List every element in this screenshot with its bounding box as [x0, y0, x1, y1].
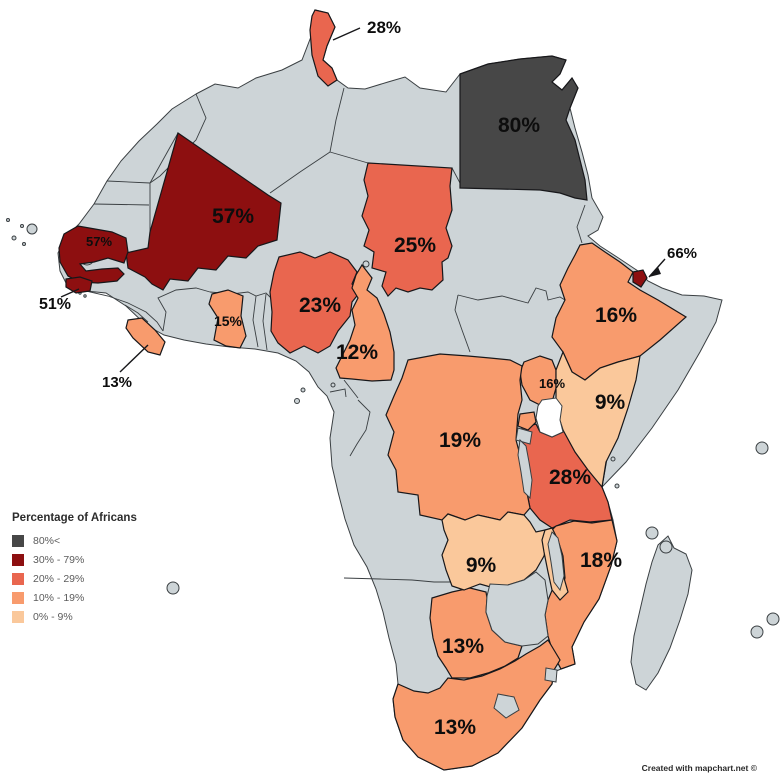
- legend-item-label: 30% - 79%: [33, 553, 85, 566]
- morocco-wsahara-border: [106, 180, 151, 184]
- sierra-leone-border: [124, 304, 149, 323]
- label-liberia: 13%: [102, 374, 132, 391]
- label-tunisia: 28%: [367, 18, 401, 37]
- legend-item-label: 80%<: [33, 534, 61, 547]
- cameroon-congo-border: [343, 379, 359, 399]
- comoros-island: [645, 526, 659, 540]
- country-nigeria[interactable]: [269, 251, 361, 354]
- leader-line-liberia: [119, 344, 149, 373]
- country-djibouti[interactable]: [632, 269, 648, 288]
- bioko-island: [330, 382, 336, 388]
- legend-item-label: 20% - 29%: [33, 572, 85, 585]
- leader-line-guinea-bissau: [60, 288, 80, 298]
- leader-arrow-djibouti: [649, 267, 661, 277]
- sao-tome-island: [300, 387, 306, 393]
- seychelles-island: [755, 441, 769, 455]
- wsahara-mauritania-border: [93, 203, 150, 206]
- legend-swatch-80: [12, 534, 24, 547]
- label-nigeria: 23%: [299, 294, 341, 317]
- algeria-niger-border: [269, 151, 331, 194]
- label-dr-congo: 19%: [439, 429, 481, 452]
- country-botswana[interactable]: [429, 587, 523, 679]
- country-ghana[interactable]: [208, 289, 247, 349]
- label-egypt: 80%: [498, 114, 540, 137]
- country-chad[interactable]: [361, 162, 453, 297]
- leader-lines: [60, 27, 666, 373]
- label-djibouti: 66%: [667, 245, 697, 262]
- st-helena-island: [166, 581, 180, 595]
- legend-swatch-20-29: [12, 572, 24, 585]
- label-botswana: 13%: [442, 635, 484, 658]
- country-rwanda[interactable]: [517, 411, 537, 431]
- label-senegal: 57%: [86, 234, 112, 249]
- label-uganda: 16%: [539, 376, 565, 391]
- mapchart-credit: Created with mapchart.net ©: [641, 763, 757, 773]
- algeria-libya-border: [329, 87, 345, 153]
- country-lesotho[interactable]: [493, 693, 520, 719]
- togo-benin-border: [262, 293, 268, 351]
- value-labels: 28% 80% 57% 57% 51% 13% 15% 23% 25% 12% …: [39, 18, 697, 739]
- legend-item-label: 10% - 19%: [33, 591, 85, 604]
- zanzibar-island: [610, 456, 616, 462]
- lake-tanganyika: [517, 438, 533, 500]
- label-kenya: 9%: [595, 391, 626, 414]
- legend-item: 10% - 19%: [12, 588, 172, 607]
- gabon-congo-border: [349, 399, 371, 457]
- legend-item: 20% - 29%: [12, 569, 172, 588]
- algeria-mauritania-border: [149, 132, 179, 184]
- label-ghana: 15%: [214, 313, 243, 329]
- legend-item: 30% - 79%: [12, 550, 172, 569]
- lake-malawi: [547, 531, 565, 592]
- eq-guinea-border: [329, 388, 347, 398]
- label-ethiopia: 16%: [595, 304, 637, 327]
- legend-item-label: 0% - 9%: [33, 610, 73, 623]
- legend-swatch-30-79: [12, 553, 24, 566]
- legend-item: 0% - 9%: [12, 607, 172, 626]
- country-liberia[interactable]: [125, 317, 166, 356]
- label-guinea-bissau: 51%: [39, 296, 71, 313]
- cape-verde-island: [26, 223, 38, 235]
- guinea-borders: [85, 290, 164, 332]
- country-tunisia[interactable]: [309, 9, 338, 87]
- libya-niger-border: [329, 151, 369, 164]
- country-eswatini[interactable]: [544, 667, 558, 683]
- legend-swatch-10-19: [12, 591, 24, 604]
- lake-chad: [362, 260, 370, 268]
- country-south-africa[interactable]: [392, 639, 561, 771]
- label-mali: 57%: [212, 205, 254, 228]
- madagascar[interactable]: [630, 535, 693, 691]
- sudan-ssudan-border: [457, 287, 566, 304]
- country-zambia[interactable]: [441, 511, 549, 591]
- label-cameroon: 12%: [336, 341, 378, 364]
- country-egypt[interactable]: [459, 55, 588, 201]
- country-zimbabwe[interactable]: [485, 571, 549, 647]
- label-south-africa: 13%: [434, 716, 476, 739]
- mauritius-island: [766, 612, 780, 626]
- legend-swatch-0-9: [12, 610, 24, 623]
- reunion-island: [750, 625, 764, 639]
- legend-title: Percentage of Africans: [12, 512, 137, 524]
- ghana-togo-benin-border: [252, 295, 259, 348]
- sudan-eritrea-border: [576, 204, 586, 244]
- leader-line-tunisia: [332, 27, 361, 41]
- legend: Percentage of Africans 80%< 30% - 79% 20…: [12, 512, 172, 626]
- label-tanzania: 28%: [549, 466, 591, 489]
- legend-item: 80%<: [12, 531, 172, 550]
- lake-victoria: [535, 397, 564, 438]
- leader-line-djibouti: [648, 258, 666, 278]
- label-mozambique: 18%: [580, 549, 622, 572]
- libya-sudan-border: [451, 167, 461, 184]
- label-chad: 25%: [394, 234, 436, 257]
- country-guinea-bissau[interactable]: [65, 276, 93, 294]
- cote-divoire-borders: [157, 287, 211, 332]
- label-zambia: 9%: [466, 554, 497, 577]
- country-cameroon[interactable]: [335, 263, 395, 382]
- car-ssudan-border: [454, 294, 471, 353]
